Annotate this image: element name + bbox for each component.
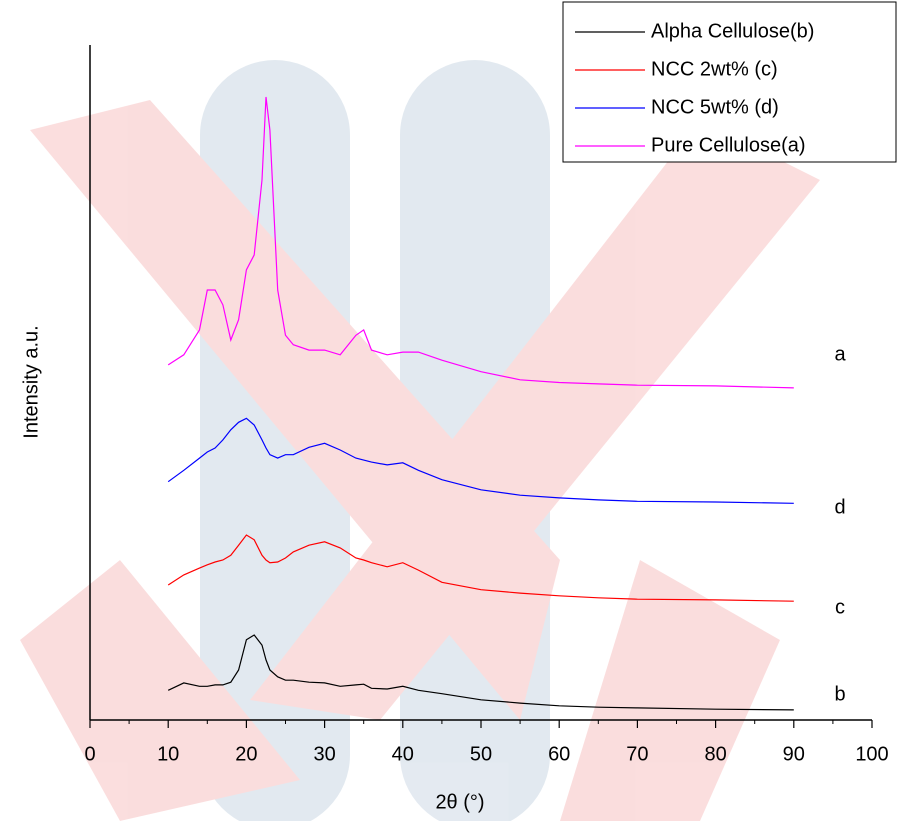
legend — [562, 1, 897, 163]
series-line — [167, 634, 794, 711]
x-tick-label: 10 — [157, 743, 179, 765]
x-tick-label: 30 — [313, 743, 335, 765]
series-line — [167, 417, 794, 504]
curve-label: a — [834, 343, 846, 365]
legend-label: Pure Cellulose(a) — [651, 134, 806, 156]
curve-label: b — [834, 683, 845, 705]
watermark — [20, 60, 820, 821]
x-tick-label: 80 — [704, 743, 726, 765]
legend-label: NCC 2wt% (c) — [651, 58, 778, 80]
x-tick-label: 100 — [855, 743, 888, 765]
x-axis-label: 2θ (°) — [435, 791, 484, 813]
x-tick-label: 40 — [392, 743, 414, 765]
x-tick-label: 50 — [470, 743, 492, 765]
curve-label: c — [835, 596, 845, 618]
x-tick-label: 60 — [548, 743, 570, 765]
x-tick-label: 70 — [626, 743, 648, 765]
legend-label: NCC 5wt% (d) — [651, 96, 779, 118]
x-tick-label: 0 — [84, 743, 95, 765]
y-axis-label: Intensity a.u. — [20, 325, 42, 438]
series-line — [167, 534, 794, 602]
x-tick-label: 20 — [235, 743, 257, 765]
curve-label: d — [834, 496, 845, 518]
legend-label: Alpha Cellulose(b) — [651, 20, 814, 42]
x-tick-label: 90 — [783, 743, 805, 765]
series-line — [167, 96, 794, 389]
